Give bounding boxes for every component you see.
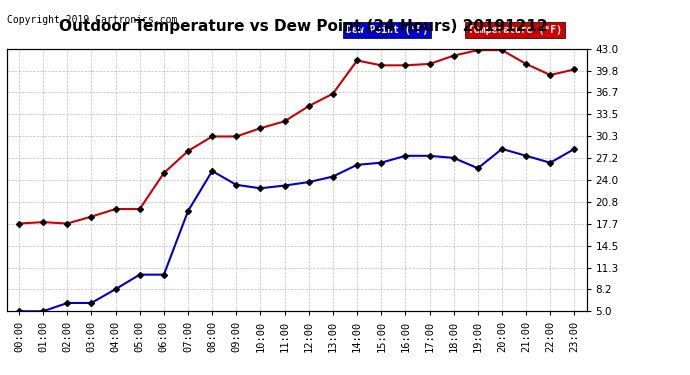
Text: Outdoor Temperature vs Dew Point (24 Hours) 20191212: Outdoor Temperature vs Dew Point (24 Hou…: [59, 19, 548, 34]
Text: Dew Point (°F): Dew Point (°F): [346, 25, 428, 35]
Text: Temperature (°F): Temperature (°F): [468, 25, 562, 35]
Text: Copyright 2019 Cartronics.com: Copyright 2019 Cartronics.com: [7, 15, 177, 25]
